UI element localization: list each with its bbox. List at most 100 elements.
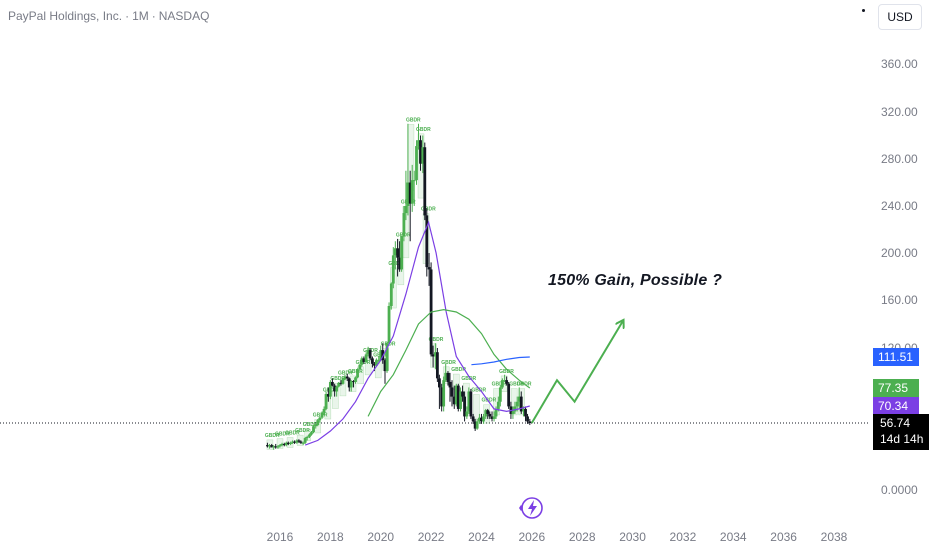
candle-body	[419, 140, 422, 164]
candle-body	[500, 380, 504, 388]
candle-body	[526, 416, 529, 422]
group-box	[332, 382, 339, 409]
candle-body	[272, 446, 276, 448]
candle-body	[270, 445, 274, 448]
group-label: GBDR	[275, 432, 290, 438]
group-label: GBDR	[338, 371, 353, 377]
candle-body	[400, 236, 404, 270]
candle-body	[377, 360, 381, 362]
price-badge-label: 77.35	[878, 381, 908, 395]
candle-body	[299, 441, 303, 443]
candle-body	[528, 421, 532, 423]
candle-body	[404, 206, 408, 214]
candle-body	[522, 408, 525, 412]
candle-body	[427, 267, 431, 270]
candle-body	[478, 417, 481, 422]
candle-body	[406, 182, 410, 206]
candle-body	[362, 358, 366, 363]
group-label: GBDR	[499, 369, 514, 375]
candle-body	[341, 379, 345, 384]
exchange-label: NASDAQ	[158, 9, 210, 23]
candle-body	[494, 408, 498, 417]
candle-body	[473, 421, 477, 429]
candle-body	[511, 411, 515, 414]
x-tick-label: 2030	[619, 530, 646, 544]
more-dot-icon[interactable]	[862, 9, 865, 12]
candle-body	[496, 401, 500, 409]
candle-body	[274, 446, 278, 448]
group-label: GBDR	[303, 422, 318, 428]
group-box	[276, 438, 284, 449]
candle-body	[503, 380, 507, 382]
candle-body	[352, 381, 355, 383]
moving-averages	[304, 220, 531, 446]
candle-body	[421, 147, 425, 164]
candle-body	[320, 412, 324, 418]
candle-body	[328, 381, 332, 397]
candle-body	[431, 354, 435, 357]
candle-body	[379, 350, 383, 361]
candle-body	[517, 396, 521, 402]
group-label: GBDR	[441, 360, 456, 366]
candle-body	[358, 364, 362, 370]
candle-body	[391, 255, 395, 284]
candle-body	[482, 416, 485, 422]
projection-arrow	[530, 322, 623, 424]
candle-body	[423, 147, 427, 216]
candle-body	[280, 443, 284, 446]
price-badges: 111.51 77.35 70.34 56.74 14d 14h	[873, 348, 929, 450]
candle-body	[454, 385, 458, 405]
x-tick-label: 2028	[569, 530, 596, 544]
last-price-label: 56.74	[880, 416, 910, 430]
candle-body	[396, 248, 399, 258]
candle-body	[524, 408, 527, 417]
group-label: GBDR	[330, 376, 345, 382]
candle-body	[492, 416, 496, 419]
interval-label[interactable]: 1M	[132, 9, 149, 23]
candle-body	[295, 440, 299, 443]
candles	[266, 123, 532, 450]
candle-body	[440, 387, 444, 407]
y-tick-label: 360.00	[881, 57, 918, 71]
group-label: GBDR	[471, 387, 486, 393]
candle-body	[337, 382, 341, 387]
candle-body	[461, 391, 464, 397]
candle-body	[339, 382, 343, 384]
x-axis[interactable]: 2016 2018 2020 2022 2024 2026 2028 2030 2032 2034…	[267, 530, 848, 544]
candle-body	[297, 440, 301, 442]
candle-body	[469, 391, 473, 417]
price-badge	[873, 379, 919, 397]
candle-body	[459, 391, 462, 409]
candle-body	[438, 378, 441, 388]
candle-body	[356, 369, 359, 378]
candle-body	[324, 394, 328, 409]
y-tick-label: 320.00	[881, 105, 918, 119]
annotation-text: 150% Gain, Possible ?	[548, 272, 723, 289]
candle-body	[345, 376, 349, 379]
candle-body	[498, 387, 502, 402]
candle-body	[371, 358, 374, 364]
candle-body	[444, 372, 448, 381]
candle-body	[354, 377, 357, 382]
candle-body	[278, 445, 282, 447]
price-badge	[873, 348, 919, 366]
candle-body	[310, 432, 313, 435]
countdown-label: 14d 14h	[880, 432, 923, 446]
group-label: GBDR	[388, 261, 403, 267]
bolt-logo[interactable]	[519, 497, 543, 519]
candle-body	[266, 445, 269, 447]
group-labels: GBDRGBDRGBDRGBDRGBDRGBDRGBDRGBDRGBDRGBDR…	[265, 117, 532, 450]
currency-button[interactable]: USD	[878, 4, 922, 30]
x-tick-label: 2034	[720, 530, 747, 544]
candle-body	[456, 385, 460, 409]
candle-body	[484, 410, 488, 417]
candle-body	[305, 436, 309, 439]
group-label: GBDR	[285, 431, 300, 437]
group-label: GBDR	[313, 412, 328, 418]
candle-body	[448, 381, 452, 388]
candle-body	[301, 442, 305, 444]
group-box	[339, 377, 347, 397]
candle-body	[486, 410, 490, 414]
candle-body	[326, 394, 330, 397]
